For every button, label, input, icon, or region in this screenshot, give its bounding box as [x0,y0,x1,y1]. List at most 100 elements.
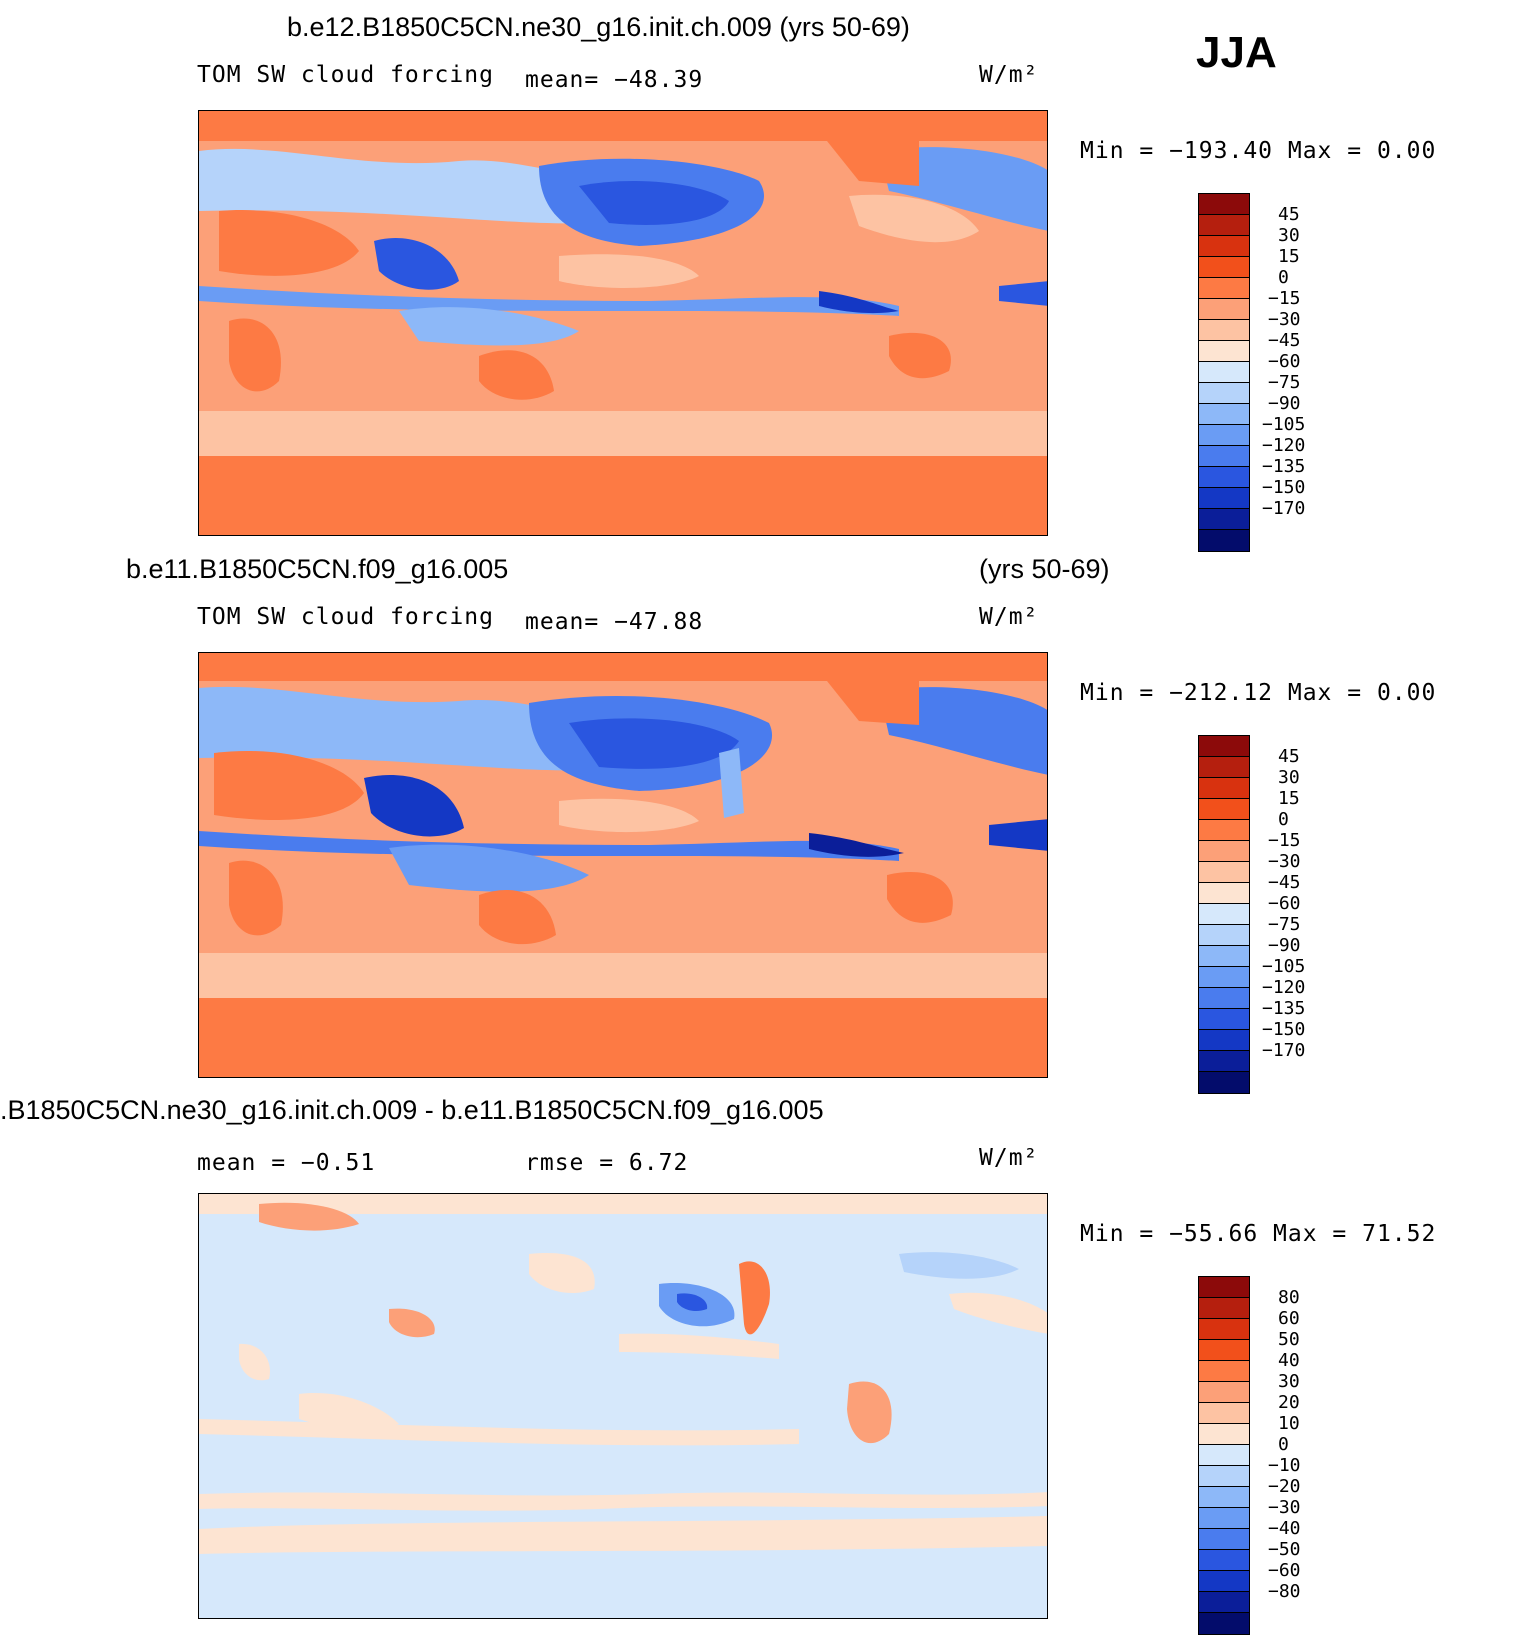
colorbar-tick-label: −75 [1268,372,1301,393]
colorbar-tick-label: 0 [1278,809,1289,830]
colorbar-tick-label: −120 [1262,977,1306,998]
colorbar-swatch [1199,1508,1249,1529]
colorbar-swatch [1199,820,1249,841]
panel3-colorbar [1198,1276,1250,1635]
panel2-title: b.e11.B1850C5CN.f09_g16.005 [126,554,509,584]
colorbar-tick-label: −15 [1268,830,1301,851]
colorbar-swatch [1199,1382,1249,1403]
colorbar-tick-label: −105 [1262,414,1306,435]
panel1-units: W/m² [979,62,1039,88]
colorbar-tick-label: 30 [1278,767,1300,788]
colorbar-swatch [1199,194,1249,215]
colorbar-swatch [1199,883,1249,904]
colorbar-swatch [1199,509,1249,530]
colorbar-swatch [1199,1445,1249,1466]
colorbar-tick-label: −60 [1268,893,1301,914]
colorbar-swatch [1199,757,1249,778]
colorbar-tick-label: −170 [1262,498,1306,519]
panel3-mean: mean = −0.51 [197,1150,376,1176]
colorbar-tick-label: 10 [1278,1413,1300,1434]
colorbar-swatch [1199,215,1249,236]
colorbar-tick-label: −170 [1262,1040,1306,1061]
colorbar-swatch [1199,988,1249,1009]
colorbar-swatch [1199,967,1249,988]
colorbar-tick-label: −45 [1268,330,1301,351]
panel3-title: .B1850C5CN.ne30_g16.init.ch.009 - b.e11.… [0,1095,824,1125]
colorbar-tick-label: −60 [1268,351,1301,372]
colorbar-swatch [1199,1613,1249,1634]
panel1-variable: TOM SW cloud forcing [197,62,494,88]
colorbar-swatch [1199,1592,1249,1613]
colorbar-swatch [1199,862,1249,883]
colorbar-swatch [1199,446,1249,467]
colorbar-swatch [1199,778,1249,799]
colorbar-swatch [1199,1298,1249,1319]
colorbar-tick-label: 40 [1278,1350,1300,1371]
colorbar-swatch [1199,236,1249,257]
panel2-units: W/m² [979,604,1039,630]
colorbar-swatch [1199,1466,1249,1487]
colorbar-swatch [1199,488,1249,509]
colorbar-tick-label: −30 [1268,309,1301,330]
colorbar-swatch [1199,1487,1249,1508]
colorbar-swatch [1199,404,1249,425]
panel3-rmse: rmse = 6.72 [525,1150,689,1176]
colorbar-tick-label: −150 [1262,1019,1306,1040]
colorbar-tick-label: −135 [1262,998,1306,1019]
colorbar-swatch [1199,1550,1249,1571]
colorbar-swatch [1199,1361,1249,1382]
colorbar-tick-label: 45 [1278,746,1300,767]
colorbar-swatch [1199,467,1249,488]
colorbar-tick-label: 60 [1278,1308,1300,1329]
colorbar-tick-label: −60 [1268,1560,1301,1581]
colorbar-tick-label: 50 [1278,1329,1300,1350]
colorbar-swatch [1199,946,1249,967]
colorbar-tick-label: −30 [1268,851,1301,872]
panel2-minmax: Min = −212.12 Max = 0.00 [1080,680,1437,706]
panel2-mean: mean= −47.88 [525,609,704,635]
colorbar-tick-label: 15 [1278,788,1300,809]
colorbar-tick-label: −10 [1268,1455,1301,1476]
panel1-map [198,110,1048,536]
panel2-years: (yrs 50-69) [979,554,1110,584]
colorbar-tick-label: 80 [1278,1287,1300,1308]
colorbar-tick-label: −120 [1262,435,1306,456]
colorbar-tick-label: −90 [1268,393,1301,414]
colorbar-swatch [1199,320,1249,341]
colorbar-tick-label: 45 [1278,204,1300,225]
colorbar-tick-label: 0 [1278,1434,1289,1455]
colorbar-swatch [1199,1051,1249,1072]
colorbar-swatch [1199,278,1249,299]
colorbar-swatch [1199,736,1249,757]
colorbar-tick-label: −40 [1268,1518,1301,1539]
colorbar-tick-label: −150 [1262,477,1306,498]
colorbar-tick-label: −15 [1268,288,1301,309]
panel1-title: b.e12.B1850C5CN.ne30_g16.init.ch.009 (yr… [287,12,910,42]
colorbar-swatch [1199,362,1249,383]
panel1-colorbar [1198,193,1250,552]
colorbar-swatch [1199,530,1249,551]
colorbar-tick-label: −50 [1268,1539,1301,1560]
colorbar-tick-label: −90 [1268,935,1301,956]
season-label: JJA [1196,28,1277,77]
panel3-map [198,1193,1048,1619]
colorbar-tick-label: 0 [1278,267,1289,288]
panel3-units: W/m² [979,1145,1039,1171]
panel2-map [198,652,1048,1078]
colorbar-swatch [1199,1403,1249,1424]
colorbar-tick-label: −30 [1268,1497,1301,1518]
colorbar-swatch [1199,1571,1249,1592]
colorbar-swatch [1199,257,1249,278]
panel2-colorbar [1198,735,1250,1094]
panel1-minmax: Min = −193.40 Max = 0.00 [1080,138,1437,164]
panel3-minmax: Min = −55.66 Max = 71.52 [1080,1221,1437,1247]
colorbar-swatch [1199,425,1249,446]
colorbar-swatch [1199,383,1249,404]
colorbar-tick-label: 20 [1278,1392,1300,1413]
colorbar-tick-label: 15 [1278,246,1300,267]
colorbar-swatch [1199,1319,1249,1340]
colorbar-swatch [1199,1009,1249,1030]
colorbar-swatch [1199,799,1249,820]
colorbar-swatch [1199,1277,1249,1298]
colorbar-tick-label: −105 [1262,956,1306,977]
